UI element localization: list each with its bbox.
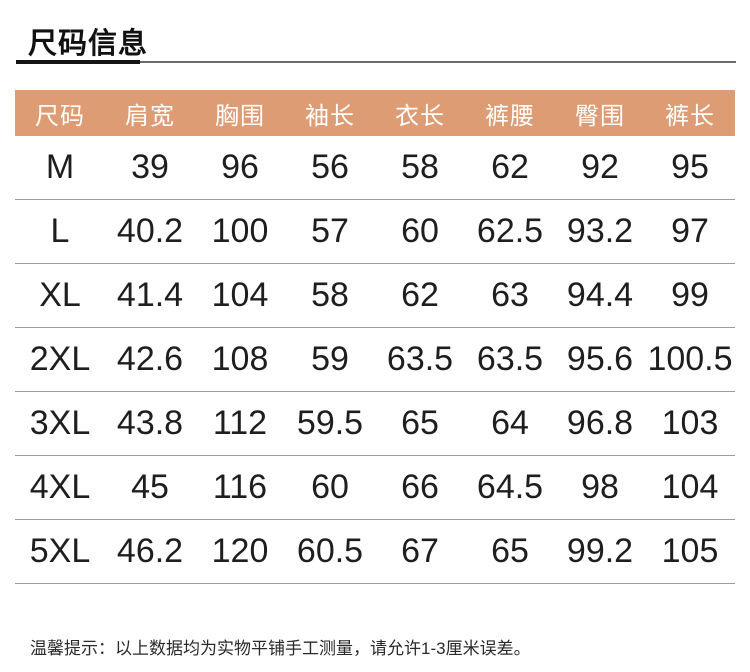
measurement-cell: 63.5	[476, 340, 544, 378]
measurement-cell: 104	[211, 276, 269, 314]
size-label-cell: L	[50, 212, 70, 250]
measurement-cell: 105	[661, 532, 719, 570]
measurement-cell: 94.4	[566, 276, 634, 314]
table-row: XL 41.4 104 58 62 63 94.4 99	[15, 264, 735, 328]
size-table: 尺码 肩宽 胸围 袖长 衣长 裤腰 臀围 裤长 M 39 96 56 58 62 92 95 L 40.2 100…	[15, 90, 735, 584]
title-underline-accent	[16, 60, 140, 64]
column-header: 肩宽	[125, 102, 175, 130]
table-row: 3XL 43.8 112 59.5 65 64 96.8 103	[15, 392, 735, 456]
measurement-cell: 46.2	[116, 532, 184, 570]
measurement-cell: 92	[581, 148, 619, 186]
column-header: 胸围	[215, 102, 265, 130]
size-table-header-row: 尺码 肩宽 胸围 袖长 衣长 裤腰 臀围 裤长	[15, 90, 735, 136]
measurement-cell: 99.2	[566, 532, 634, 570]
column-header: 裤长	[665, 102, 715, 130]
measurement-cell: 42.6	[116, 340, 184, 378]
measurement-cell: 99	[671, 276, 709, 314]
measurement-cell: 59.5	[296, 404, 364, 442]
size-label-cell: 3XL	[29, 404, 91, 442]
table-row: L 40.2 100 57 60 62.5 93.2 97	[15, 200, 735, 264]
size-table-body: M 39 96 56 58 62 92 95 L 40.2 100 57 60 62.5 93.2 97 XL 4…	[15, 136, 735, 584]
measurement-cell: 59	[311, 340, 349, 378]
measurement-cell: 112	[212, 404, 268, 442]
measurement-cell: 43.8	[116, 404, 184, 442]
measurement-cell: 60	[311, 468, 349, 506]
page-title: 尺码信息	[28, 28, 149, 60]
size-label-cell: M	[45, 148, 75, 186]
measurement-cell: 95	[671, 148, 709, 186]
measurement-cell: 58	[401, 148, 439, 186]
size-label-cell: 2XL	[29, 340, 91, 378]
measurement-cell: 62	[491, 148, 529, 186]
table-row: 4XL 45 116 60 66 64.5 98 104	[15, 456, 735, 520]
measurement-cell: 64.5	[476, 468, 544, 506]
measurement-cell: 93.2	[566, 212, 634, 250]
measurement-tip: 温馨提示：以上数据均为实物平铺手工测量，请允许1-3厘米误差。	[30, 639, 531, 658]
column-header: 衣长	[395, 102, 445, 130]
measurement-cell: 96	[221, 148, 259, 186]
measurement-cell: 97	[671, 212, 709, 250]
size-label-cell: XL	[39, 276, 81, 314]
column-header: 袖长	[305, 102, 355, 130]
measurement-cell: 98	[581, 468, 619, 506]
table-row: 5XL 46.2 120 60.5 67 65 99.2 105	[15, 520, 735, 584]
measurement-cell: 60	[401, 212, 439, 250]
measurement-cell: 67	[401, 532, 439, 570]
measurement-cell: 58	[311, 276, 349, 314]
measurement-cell: 100	[211, 212, 269, 250]
measurement-cell: 56	[311, 148, 349, 186]
measurement-cell: 65	[401, 404, 439, 442]
measurement-cell: 64	[491, 404, 529, 442]
column-header: 裤腰	[485, 102, 535, 130]
measurement-cell: 100.5	[647, 340, 733, 378]
measurement-cell: 116	[212, 468, 268, 506]
measurement-cell: 60.5	[296, 532, 364, 570]
measurement-cell: 120	[211, 532, 269, 570]
measurement-cell: 41.4	[116, 276, 184, 314]
column-header: 臀围	[575, 102, 625, 130]
measurement-cell: 96.8	[566, 404, 634, 442]
measurement-cell: 57	[311, 212, 349, 250]
measurement-cell: 40.2	[116, 212, 184, 250]
table-row: M 39 96 56 58 62 92 95	[15, 136, 735, 200]
table-row: 2XL 42.6 108 59 63.5 63.5 95.6 100.5	[15, 328, 735, 392]
measurement-cell: 95.6	[566, 340, 634, 378]
measurement-cell: 63	[491, 276, 529, 314]
measurement-cell: 39	[131, 148, 169, 186]
measurement-cell: 66	[401, 468, 439, 506]
measurement-cell: 104	[661, 468, 719, 506]
measurement-cell: 65	[491, 532, 529, 570]
measurement-cell: 62	[401, 276, 439, 314]
title-underline	[16, 60, 736, 64]
size-label-cell: 5XL	[29, 532, 91, 570]
measurement-cell: 45	[131, 468, 169, 506]
size-label-cell: 4XL	[29, 468, 91, 506]
measurement-cell: 103	[661, 404, 719, 442]
measurement-cell: 62.5	[476, 212, 544, 250]
measurement-cell: 108	[211, 340, 269, 378]
measurement-cell: 63.5	[386, 340, 454, 378]
column-header: 尺码	[35, 102, 85, 130]
